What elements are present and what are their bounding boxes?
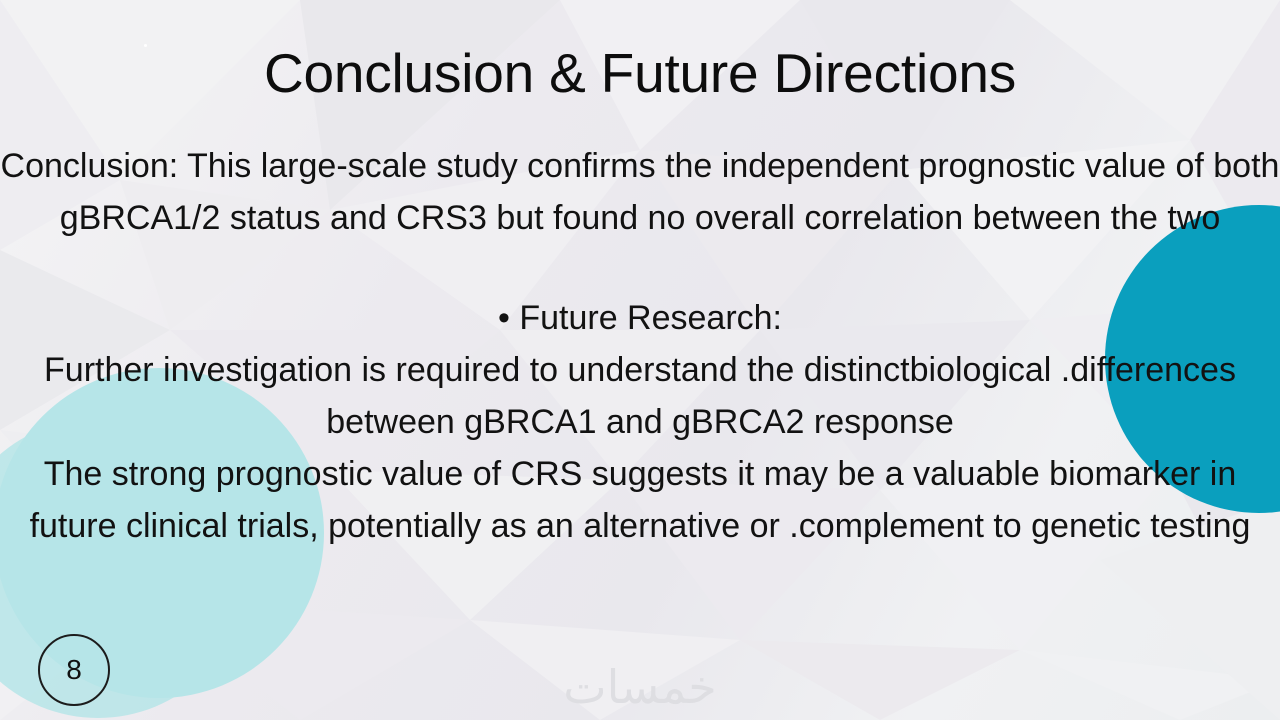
future-research-paragraph-2: The strong prognostic value of CRS sugge… [29,455,1251,545]
slide-body: Conclusion: This large-scale study confi… [0,140,1280,552]
conclusion-paragraph: Conclusion: This large-scale study confi… [0,147,1280,237]
decorative-dot [144,44,147,47]
paragraph-spacer [0,244,1280,292]
page-number-badge: 8 [38,634,110,706]
watermark: خمسات [563,661,717,713]
future-research-paragraph-1: Further investigation is required to und… [44,351,1236,441]
slide-title: Conclusion & Future Directions [263,42,1017,104]
page-number-label: 8 [66,654,82,685]
future-research-heading: • Future Research: [497,299,783,337]
